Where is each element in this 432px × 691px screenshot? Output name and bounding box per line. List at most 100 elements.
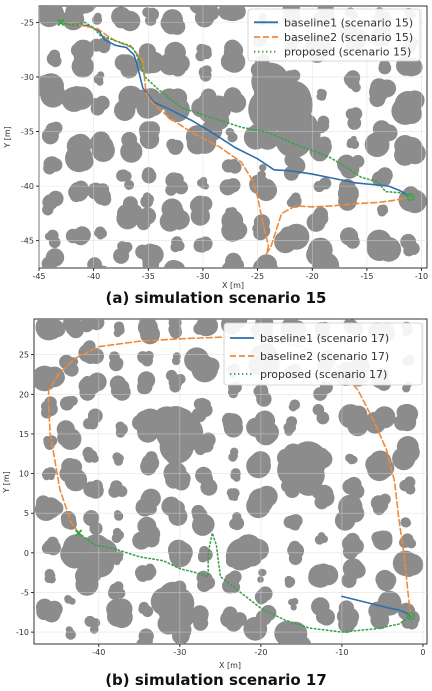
obstacle (365, 450, 395, 482)
obstacle (249, 174, 277, 202)
legend-label-baseline2: baseline2 (scenario 15) (284, 31, 413, 44)
start-marker (57, 18, 65, 27)
trajectory-series (47, 336, 412, 633)
obstacle (191, 397, 213, 423)
obstacle (161, 496, 188, 526)
obstacle (135, 488, 161, 517)
obstacle (113, 241, 133, 264)
obstacle (94, 226, 107, 240)
series-line-proposed (60, 21, 412, 198)
obstacle (306, 237, 340, 268)
obstacle (338, 404, 369, 437)
obstacle (163, 259, 185, 268)
obstacle (78, 372, 107, 401)
y-tick-label: 20 (19, 390, 29, 399)
y-tick-label: -35 (21, 128, 34, 137)
obstacle (116, 196, 143, 230)
obstacle (306, 206, 329, 232)
obstacle (109, 375, 131, 401)
obstacle (345, 107, 363, 130)
y-tick-label: 15 (19, 430, 29, 439)
obstacle (309, 136, 332, 162)
trajectory-series (60, 21, 412, 255)
obstacle (165, 369, 186, 393)
obstacle (106, 598, 133, 629)
obstacle (89, 37, 111, 54)
obstacle (114, 54, 138, 79)
x-tick-label: -20 (306, 272, 319, 281)
obstacle (391, 90, 425, 125)
x-axis-label: X [m] (222, 281, 244, 290)
start-goal-markers (74, 529, 415, 621)
obstacle (39, 73, 66, 108)
obstacle (341, 532, 364, 560)
obstacle (137, 371, 156, 395)
obstacle (193, 319, 218, 337)
obstacle (79, 319, 105, 333)
obstacle (140, 451, 160, 476)
obstacle-layer (39, 6, 427, 268)
obstacle (61, 86, 94, 112)
obstacle (43, 156, 63, 175)
obstacle (286, 192, 302, 208)
goal-marker (406, 612, 415, 621)
x-tick-label: -30 (173, 648, 186, 657)
obstacle (340, 227, 360, 249)
obstacle (246, 451, 271, 479)
x-tick-label: -35 (142, 272, 155, 281)
obstacle (311, 484, 335, 510)
y-tick-label: -5 (21, 588, 29, 597)
obstacle (64, 595, 76, 605)
obstacle (311, 597, 335, 626)
obstacle (109, 351, 124, 372)
obstacle (59, 354, 79, 377)
obstacle (392, 550, 424, 578)
obstacle (195, 43, 212, 62)
obstacle (257, 568, 267, 583)
axis-ticks: -40 -30 -20 -10 0 25 20 15 10 5 0 -5 -10 (16, 351, 426, 657)
obstacle (165, 172, 189, 196)
obstacle (70, 39, 95, 78)
series-line-baseline2 (47, 336, 412, 618)
obstacle (65, 226, 91, 246)
obstacle (84, 615, 101, 634)
obstacle (79, 534, 118, 578)
y-axis-label: Y [m] (3, 126, 12, 148)
obstacle (221, 252, 244, 268)
obstacle (111, 527, 124, 543)
obstacle (371, 167, 393, 187)
obstacle (191, 605, 209, 631)
series-line-baseline1 (341, 595, 412, 618)
panel-scenario-15: -45 -40 -35 -30 -25 -20 -15 -10 -25 -30 -35 -40-45 … (3, 5, 428, 307)
obstacle (198, 545, 213, 563)
obstacle (400, 233, 420, 257)
obstacle (345, 453, 358, 465)
obstacle (142, 7, 159, 26)
obstacle (112, 452, 124, 466)
caption-scenario-17: (b) simulation scenario 17 (105, 671, 327, 689)
obstacle (44, 229, 61, 249)
obstacle (277, 441, 328, 496)
series-line-baseline2 (60, 21, 412, 255)
obstacle (369, 78, 397, 108)
legend-label-baseline2: baseline2 (scenario 17) (260, 350, 389, 363)
obstacle (312, 404, 330, 425)
obstacle (252, 254, 279, 268)
obstacle (60, 395, 78, 411)
obstacle (364, 406, 396, 434)
obstacle (137, 319, 160, 345)
obstacle (135, 563, 157, 582)
obstacle (337, 178, 359, 211)
obstacle (113, 321, 125, 338)
obstacle (370, 493, 391, 516)
obstacle (366, 229, 402, 262)
obstacle (275, 111, 321, 158)
y-tick-label: -45 (21, 237, 34, 246)
y-tick-label: 5 (24, 509, 29, 518)
obstacle (220, 39, 246, 73)
obstacle (378, 59, 392, 75)
x-axis-label: X [m] (219, 661, 241, 670)
y-tick-label: -25 (21, 18, 34, 27)
caption-scenario-15: (a) simulation scenario 15 (106, 289, 327, 307)
